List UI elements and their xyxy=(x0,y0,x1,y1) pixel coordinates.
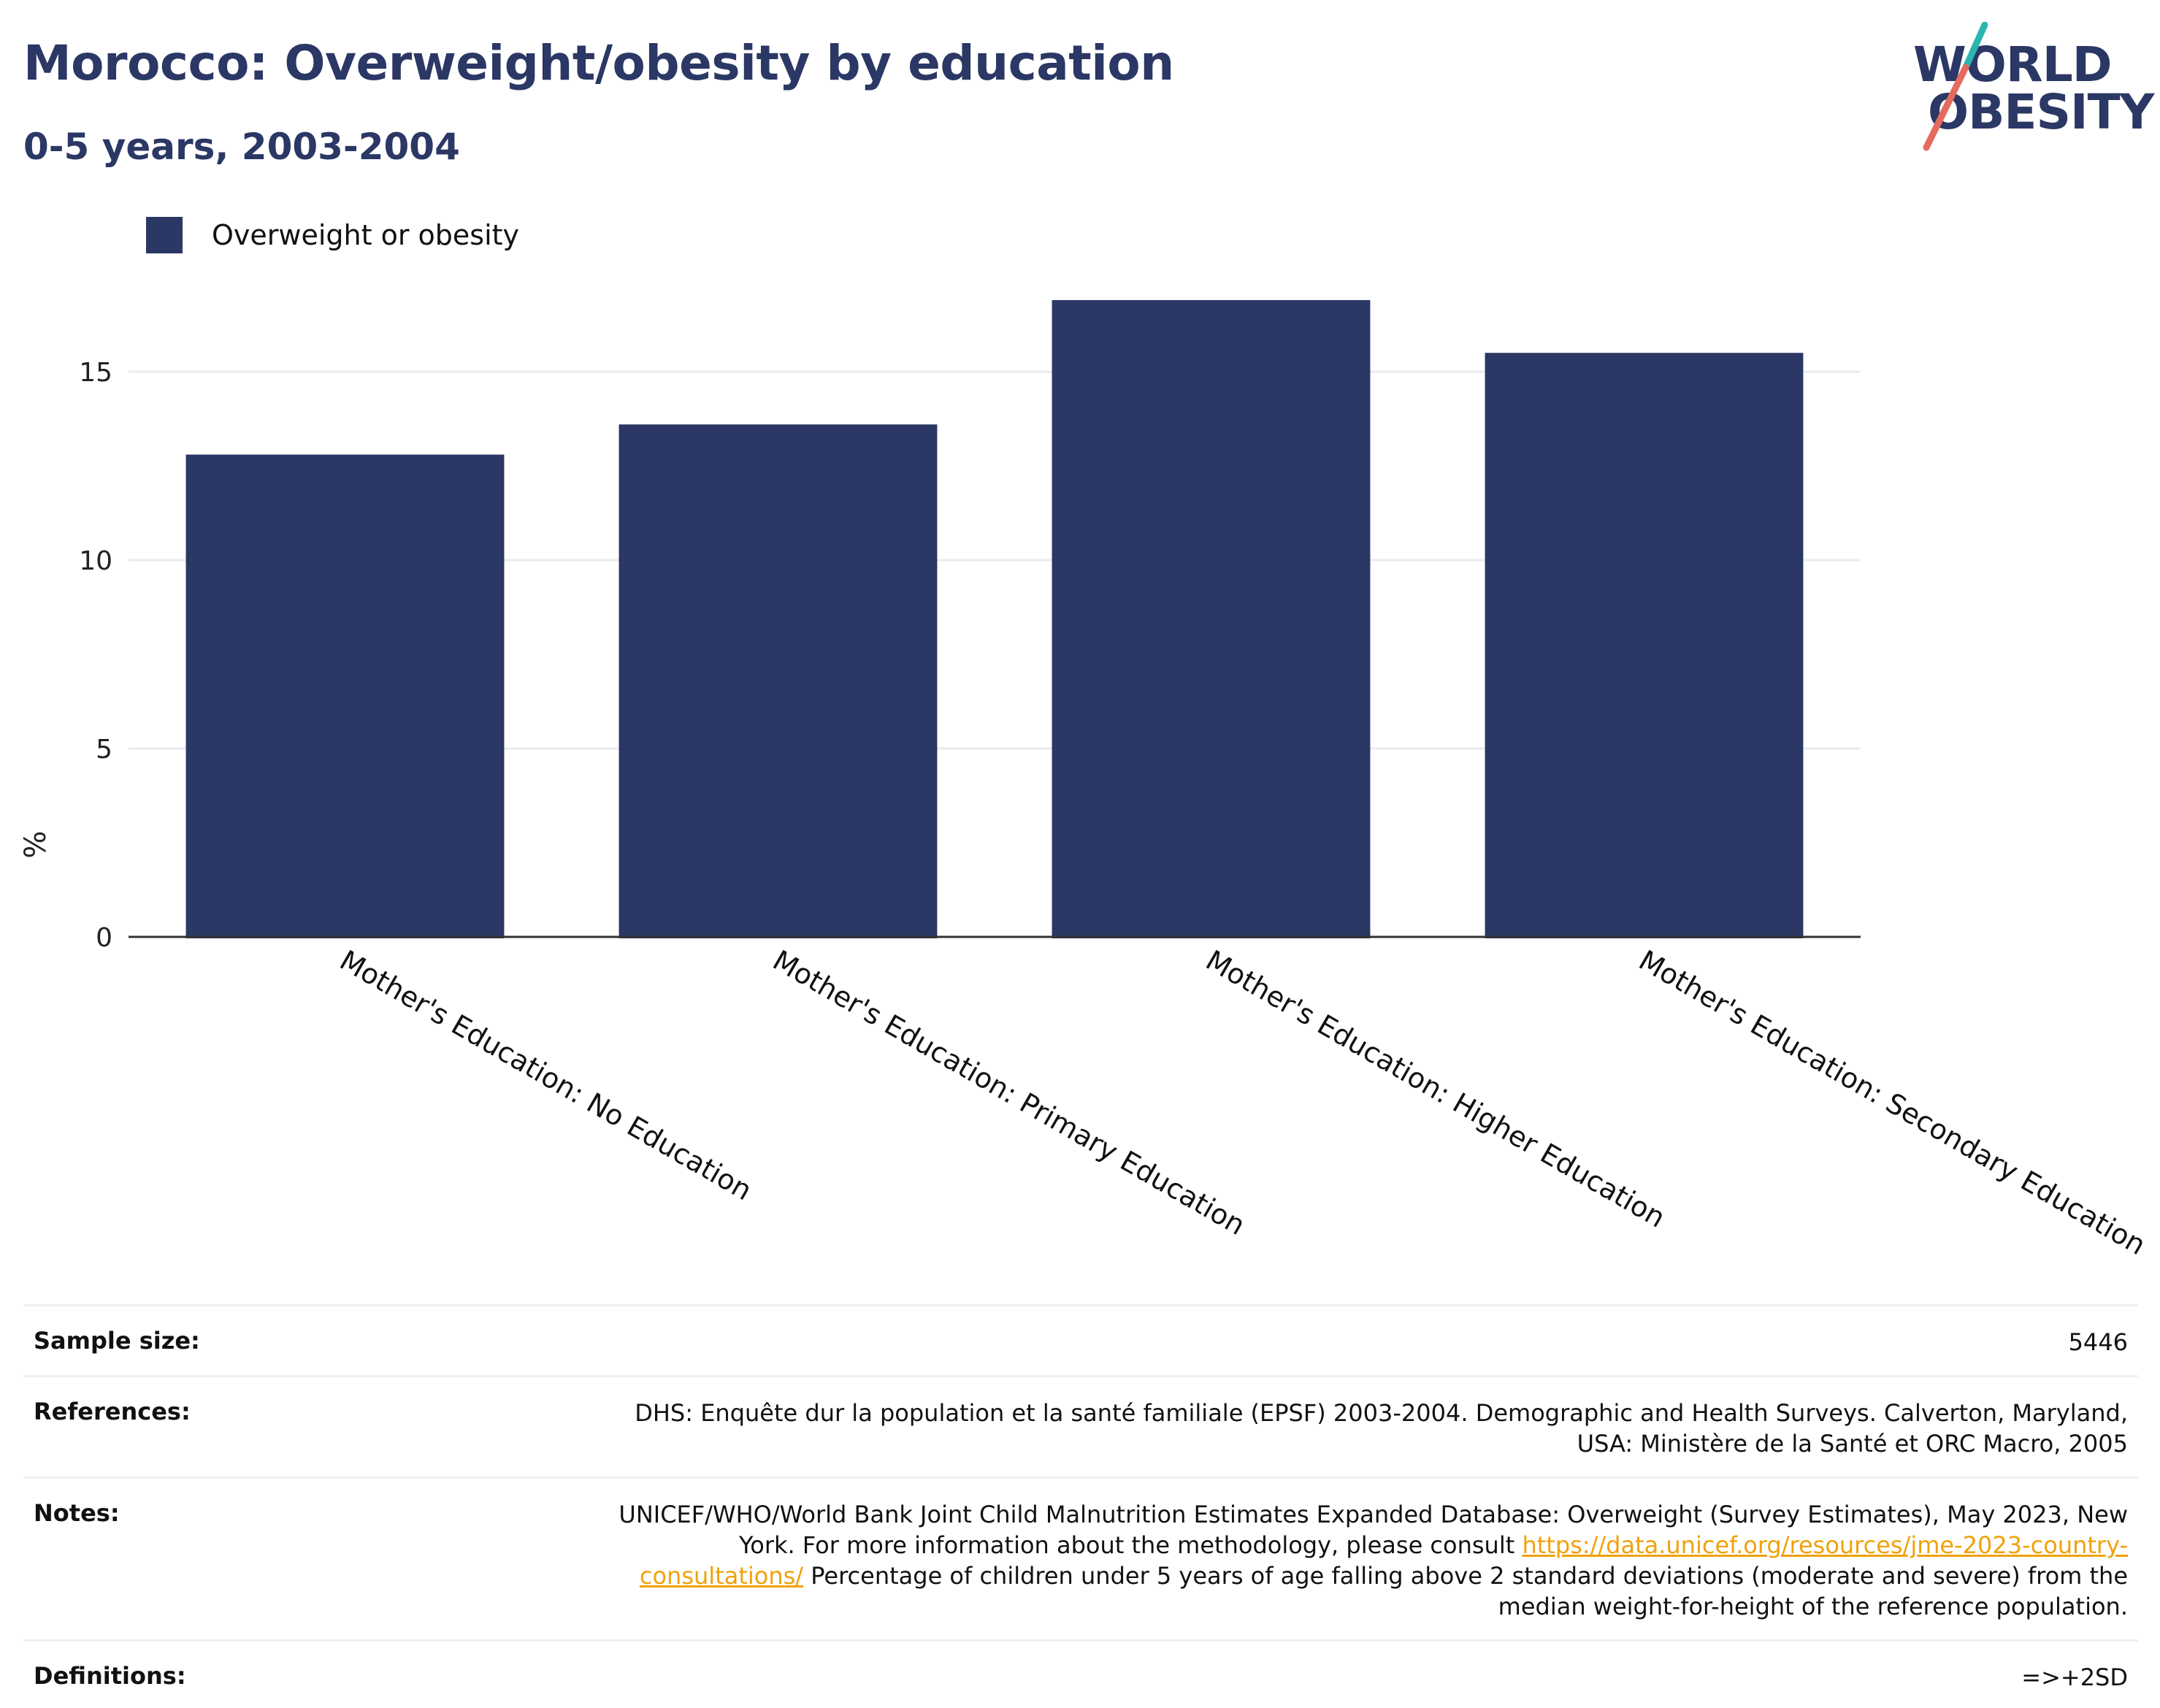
notes-label: Notes: xyxy=(34,1499,120,1527)
notes-value: UNICEF/WHO/World Bank Joint Child Malnut… xyxy=(580,1499,2128,1622)
logo-slash-icon xyxy=(1923,22,1988,151)
bar xyxy=(1485,353,1804,938)
y-tick-label: 15 xyxy=(79,358,112,388)
notes-text-after: Percentage of children under 5 years of … xyxy=(803,1562,2128,1620)
y-tick-label: 5 xyxy=(96,735,112,765)
legend-swatch xyxy=(146,217,183,253)
logo-text-line2: OBESITY xyxy=(1928,84,2154,140)
bar xyxy=(618,424,938,938)
bar xyxy=(1052,299,1371,939)
metadata-table: Sample size: 5446 References: DHS: Enquê… xyxy=(23,1304,2138,1708)
sample-size-value: 5446 xyxy=(2068,1328,2128,1356)
sample-size-row: Sample size: 5446 xyxy=(23,1304,2138,1375)
chart-legend: Overweight or obesity xyxy=(146,216,519,254)
notes-row: Notes: UNICEF/WHO/World Bank Joint Child… xyxy=(23,1477,2138,1639)
legend-label: Overweight or obesity xyxy=(212,219,520,251)
x-tick-label: Mother's Education: No Education xyxy=(334,944,757,1207)
y-axis-label: % xyxy=(19,831,53,859)
references-label: References: xyxy=(34,1398,191,1425)
chart-subtitle: 0-5 years, 2003-2004 xyxy=(23,126,460,168)
notes-text-before: UNICEF/WHO/World Bank Joint Child Malnut… xyxy=(618,1501,2128,1559)
x-tick-label: Mother's Education: Higher Education xyxy=(1200,944,1671,1234)
references-row: References: DHS: Enquête dur la populati… xyxy=(23,1375,2138,1477)
bar xyxy=(185,454,505,938)
y-tick-label: 10 xyxy=(79,546,112,576)
definitions-value: =>+2SD xyxy=(2021,1663,2128,1691)
definitions-label: Definitions: xyxy=(34,1662,186,1690)
y-tick-label: 0 xyxy=(96,923,112,953)
chart-title: Morocco: Overweight/obesity by education xyxy=(23,35,1174,91)
x-tick-label: Mother's Education: Primary Education xyxy=(767,944,1251,1241)
notes-link[interactable]: https://data.unicef.org/resources/jme-20… xyxy=(639,1531,2128,1590)
sample-size-label: Sample size: xyxy=(34,1327,200,1355)
definitions-row: Definitions: =>+2SD xyxy=(23,1639,2138,1708)
world-obesity-logo: WORLD OBESITY xyxy=(1899,22,2154,153)
logo-text-line1: WORLD xyxy=(1913,37,2113,93)
x-tick-label: Mother's Education: Secondary Education xyxy=(1634,944,2151,1256)
references-value: DHS: Enquête dur la population et la san… xyxy=(635,1399,2128,1458)
